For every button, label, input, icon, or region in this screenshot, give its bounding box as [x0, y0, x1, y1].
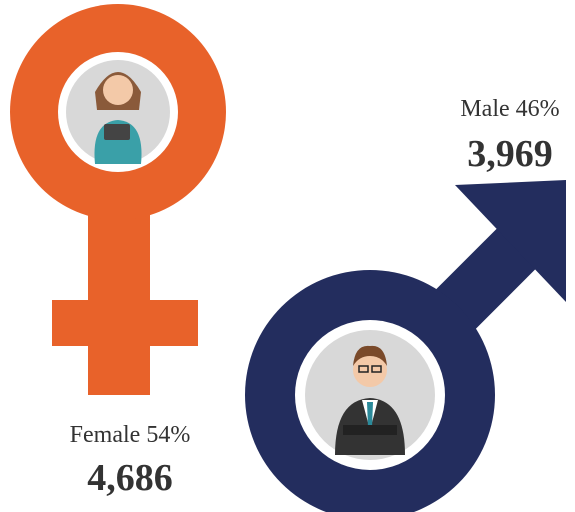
male-label: Male 46% [420, 96, 575, 123]
female-symbol [10, 4, 226, 395]
infographic: Male 46% 3,969 Female 54% 4,686 [0, 0, 575, 512]
male-symbol [245, 180, 566, 512]
male-count: 3,969 [420, 132, 575, 176]
female-label: Female 54% [40, 422, 220, 449]
female-count: 4,686 [40, 456, 220, 500]
